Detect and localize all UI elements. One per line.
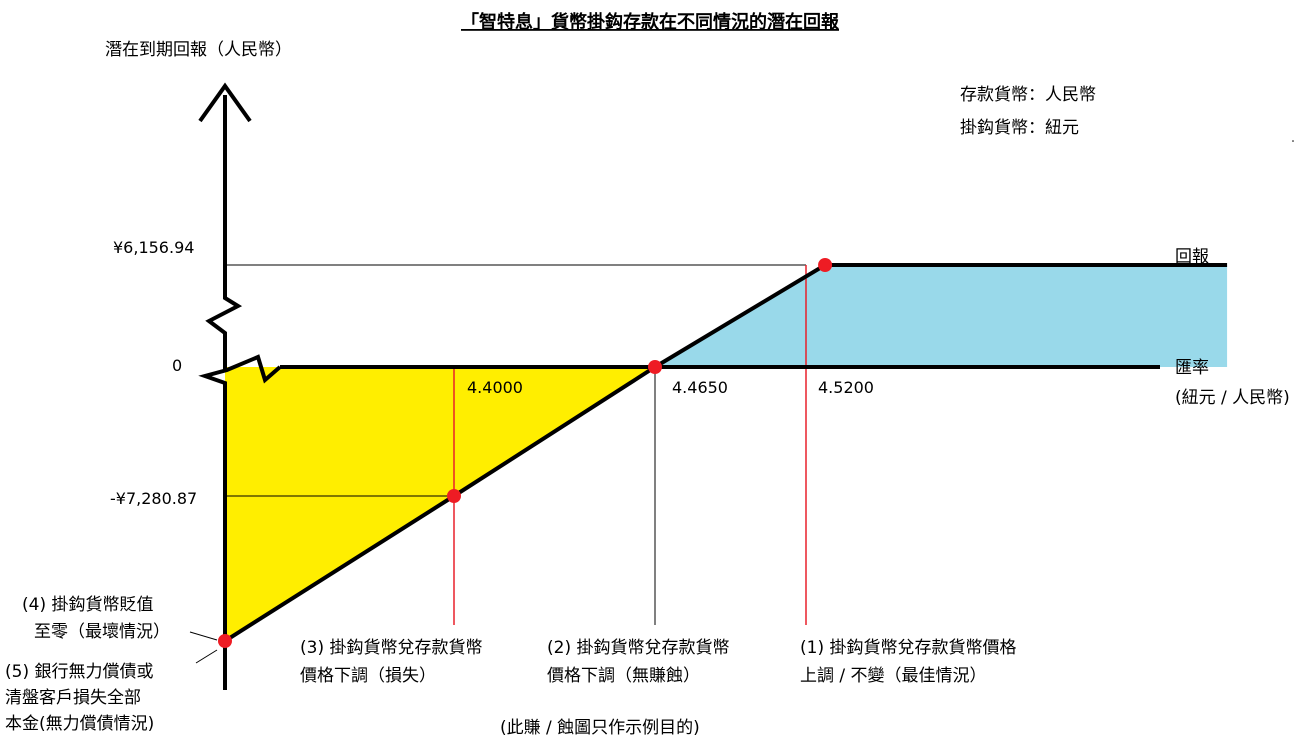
x-axis-label: 匯率: [1175, 358, 1209, 378]
y-tick-loss: -¥7,280.87: [110, 489, 197, 508]
scenario-5-line-2: 清盤客戶損失全部: [5, 688, 141, 708]
scenario-4-line-1: (4) 掛鈎貨幣貶值: [22, 595, 153, 615]
scenario-4-line-2: 至零（最壞情況）: [34, 622, 170, 642]
return-label: 回報: [1175, 247, 1209, 267]
scenario-3-line-2: 價格下調（損失）: [300, 666, 436, 686]
y-axis-upper: [205, 95, 243, 370]
x-tick-4520: 4.5200: [818, 378, 874, 397]
scenario-4-callout: [189, 631, 218, 641]
x-tick-4400: 4.4000: [467, 378, 523, 397]
scenario-5-callout: [195, 649, 218, 664]
x-axis-unit: (紐元 / 人民幣): [1175, 388, 1290, 408]
scenario-2-line-1: (2) 掛鈎貨幣兌存款貨幣: [547, 638, 729, 658]
linked-currency: 掛鈎貨幣：紐元: [960, 118, 1079, 138]
gain-area: [655, 265, 1228, 367]
x-tick-4465: 4.4650: [672, 378, 728, 397]
payoff-marker-2: [447, 489, 461, 503]
y-tick-max: ¥6,156.94: [113, 238, 194, 257]
scenario-5-line-3: 本金(無力償債情況): [5, 714, 154, 734]
scenario-1-line-1: (1) 掛鈎貨幣兌存款貨幣價格: [800, 638, 1016, 658]
deposit-currency: 存款貨幣：人民幣: [960, 85, 1096, 105]
y-axis-label: 潛在到期回報（人民幣）: [105, 40, 292, 60]
scenario-2-line-2: 價格下調（無賺蝕）: [547, 666, 700, 686]
scenario-3-line-1: (3) 掛鈎貨幣兌存款貨幣: [300, 638, 482, 658]
payoff-marker-1: [218, 634, 232, 648]
y-axis-arrow: [198, 82, 252, 123]
chart-title: 「智特息」貨幣掛鈎存款在不同情況的潛在回報: [461, 11, 840, 33]
payoff-marker-4: [818, 258, 833, 272]
y-tick-zero: 0: [172, 356, 182, 375]
stray-dot: [1292, 140, 1294, 142]
scenario-5-line-1: (5) 銀行無力償債或: [5, 662, 153, 682]
payoff-marker-3: [648, 360, 662, 374]
footnote: (此賺 / 蝕圖只作示例目的): [500, 718, 700, 738]
scenario-1-line-2: 上調 / 不變（最佳情況）: [800, 666, 987, 686]
